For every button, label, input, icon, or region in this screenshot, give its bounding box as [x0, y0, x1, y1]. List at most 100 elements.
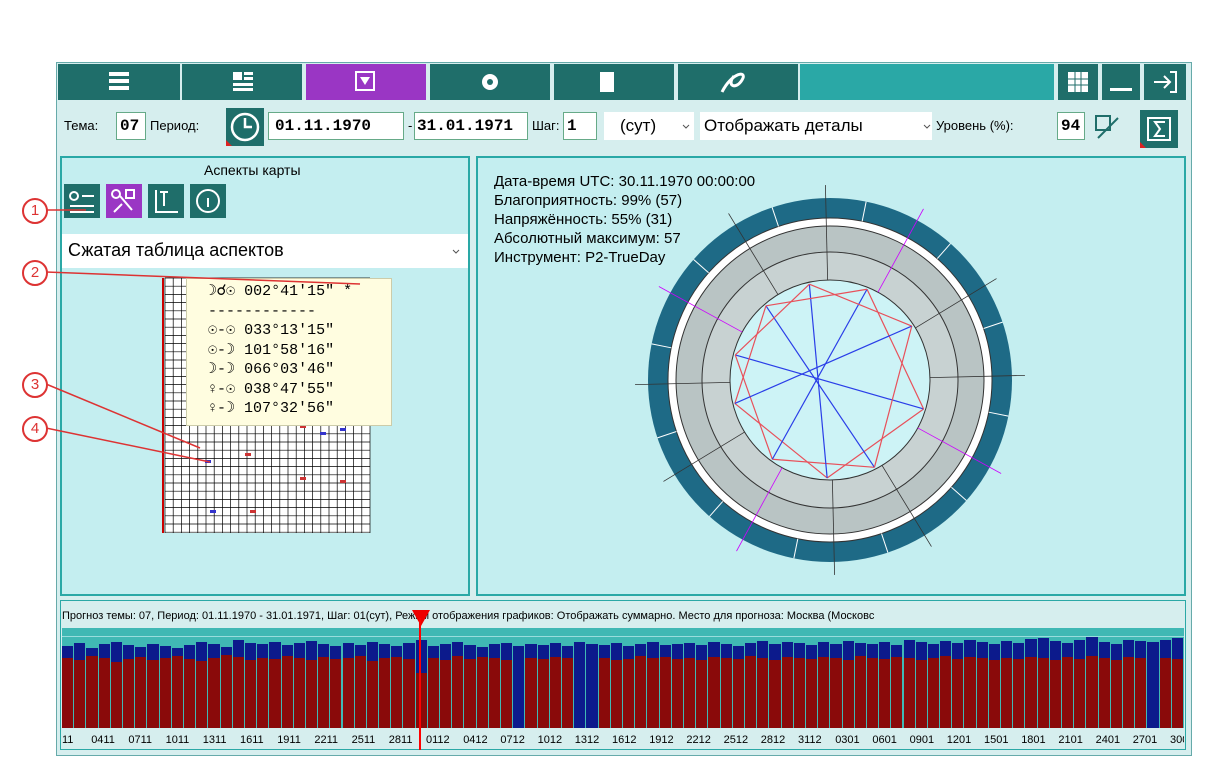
- date-label: 0901: [909, 734, 935, 746]
- bar-blue: [513, 646, 525, 728]
- bar-red: [86, 656, 98, 728]
- date-label: 0712: [500, 734, 525, 746]
- date-input[interactable]: 01.11.1970: [268, 112, 404, 140]
- date-label: 2211: [314, 734, 339, 746]
- date-label: 2511: [351, 734, 376, 746]
- select-text: Отображать деталы: [704, 116, 863, 135]
- date-label: 1912: [649, 734, 674, 746]
- bar-red: [549, 657, 561, 728]
- date-label: 1612: [612, 734, 637, 746]
- tab-icons: [109, 71, 1177, 93]
- clock-button[interactable]: [226, 108, 264, 146]
- tab[interactable]: [182, 64, 302, 100]
- bar-red: [915, 660, 927, 728]
- callout: 3: [22, 372, 48, 398]
- view-select[interactable]: [62, 234, 468, 268]
- date-label: 2701: [1132, 734, 1158, 746]
- date-label: 0711: [128, 734, 153, 746]
- bar-red: [525, 658, 537, 728]
- bar-red: [1123, 657, 1135, 728]
- aspect-line: [734, 402, 828, 479]
- date-label: 0412: [463, 734, 488, 746]
- date-label: 1312: [574, 734, 600, 746]
- grid-cell: [245, 453, 251, 456]
- bar-red: [147, 660, 159, 728]
- bar-blue: [574, 642, 586, 728]
- sign-divider: [793, 538, 799, 559]
- bar-red: [927, 658, 940, 728]
- callout: 2: [22, 260, 48, 286]
- mode-select[interactable]: [700, 112, 932, 140]
- date-label: 2101: [1058, 734, 1083, 746]
- bar-red: [818, 657, 830, 728]
- bar-red: [757, 658, 769, 728]
- date-label: 11: [62, 734, 74, 746]
- bar-red: [1098, 658, 1110, 728]
- grid-cell: [300, 425, 306, 428]
- grid-cell: [340, 480, 346, 483]
- bar-red: [305, 660, 318, 728]
- status-line: Прогноз темы: 07, Период: 01.11.1970 - 3…: [62, 610, 875, 622]
- aspect-line: [771, 288, 868, 460]
- bar-red: [940, 656, 952, 728]
- bar-red: [903, 658, 915, 728]
- bar-red: [183, 659, 196, 728]
- date-input[interactable]: 31.01.1971: [414, 112, 528, 140]
- bar-blue: [586, 644, 598, 728]
- info-line: Абсолютный максимум: 57: [494, 230, 681, 247]
- cursor-marker: [412, 610, 430, 626]
- house-cusp: [917, 427, 1002, 474]
- bar-red: [281, 656, 293, 728]
- date-label: 0601: [872, 734, 897, 746]
- bar-red: [708, 657, 720, 728]
- tooltip-line: ♀-☉ 038°47'55": [208, 380, 335, 398]
- bar-red: [159, 658, 171, 728]
- input[interactable]: 07: [116, 112, 146, 140]
- grid-cell: [320, 432, 326, 435]
- grid-cell: [250, 510, 256, 513]
- bar-red: [635, 656, 647, 728]
- date-label: 1801: [1021, 734, 1046, 746]
- toolbar-icons: [226, 110, 1178, 148]
- bar-red: [537, 659, 549, 728]
- tab[interactable]: [678, 64, 798, 100]
- aspect-line: [765, 288, 868, 307]
- input[interactable]: 94: [1057, 112, 1085, 140]
- sign-divider: [881, 533, 889, 553]
- bar-red: [659, 657, 671, 728]
- tooltip-line: ☽-☽ 066°03'46": [208, 361, 335, 378]
- select-text: Сжатая таблица аспектов: [68, 240, 284, 260]
- sign-divider: [983, 321, 1003, 329]
- unit-select[interactable]: [604, 112, 694, 140]
- cursor-line: [419, 618, 421, 750]
- grid-cell: [340, 428, 346, 431]
- ring-inner: [729, 279, 931, 481]
- bar-red: [647, 658, 659, 728]
- date-label: 2811: [388, 734, 413, 746]
- callout: 1: [22, 198, 48, 224]
- bar-red: [1025, 657, 1037, 728]
- bar-red: [196, 661, 208, 728]
- house-cusp: [824, 185, 829, 281]
- bar-red: [744, 656, 757, 728]
- sign-divider: [936, 243, 951, 259]
- input[interactable]: 1: [563, 112, 597, 140]
- date-label: 3001: [1170, 734, 1184, 746]
- bar-red: [732, 659, 744, 728]
- bar-red: [464, 659, 476, 728]
- aspect-line: [873, 325, 913, 468]
- sign-divider: [988, 411, 1009, 417]
- grid-hline: [62, 636, 1184, 637]
- bar-red: [793, 658, 805, 728]
- house-cusp: [736, 467, 783, 552]
- bar-red: [122, 659, 135, 728]
- bar-red: [842, 660, 854, 728]
- select-text: (сут): [620, 116, 657, 135]
- minimize-button[interactable]: [1102, 64, 1140, 100]
- tab-bar-fill: [800, 64, 1054, 100]
- date-label: 2812: [760, 734, 786, 746]
- bar-red: [1135, 658, 1147, 728]
- date-label: 1012: [537, 734, 563, 746]
- bar-red: [244, 660, 257, 728]
- bar-red: [415, 673, 427, 728]
